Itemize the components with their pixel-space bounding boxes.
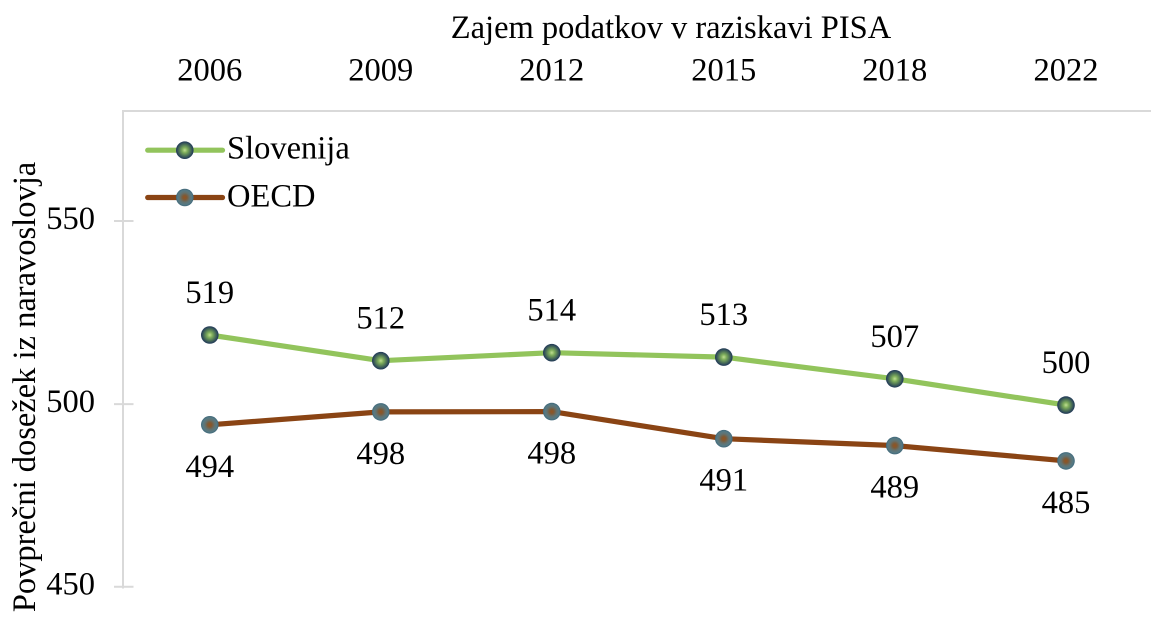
svg-text:550: 550 xyxy=(46,201,95,237)
svg-text:2009: 2009 xyxy=(348,53,413,89)
svg-text:2012: 2012 xyxy=(519,53,584,89)
svg-text:513: 513 xyxy=(699,297,748,333)
svg-text:489: 489 xyxy=(870,470,919,506)
svg-text:2006: 2006 xyxy=(177,53,242,89)
svg-text:494: 494 xyxy=(185,449,234,485)
svg-text:OECD: OECD xyxy=(227,178,315,214)
svg-text:485: 485 xyxy=(1042,485,1091,521)
svg-text:498: 498 xyxy=(527,436,576,472)
svg-text:512: 512 xyxy=(356,301,405,337)
svg-text:2018: 2018 xyxy=(862,53,927,89)
svg-text:450: 450 xyxy=(46,567,95,603)
svg-text:507: 507 xyxy=(870,319,919,355)
svg-text:2022: 2022 xyxy=(1034,53,1099,89)
svg-text:500: 500 xyxy=(1042,345,1091,381)
svg-text:Zajem podatkov v raziskavi PIS: Zajem podatkov v raziskavi PISA xyxy=(451,10,892,46)
svg-text:491: 491 xyxy=(699,463,748,499)
svg-text:500: 500 xyxy=(46,384,95,420)
svg-text:519: 519 xyxy=(185,275,234,311)
svg-text:Slovenija: Slovenija xyxy=(227,131,350,167)
svg-text:498: 498 xyxy=(356,436,405,472)
svg-text:2015: 2015 xyxy=(691,53,756,89)
svg-text:514: 514 xyxy=(527,293,576,329)
svg-text:Povprečni dosežek iz naravoslo: Povprečni dosežek iz naravoslovja xyxy=(7,162,43,612)
